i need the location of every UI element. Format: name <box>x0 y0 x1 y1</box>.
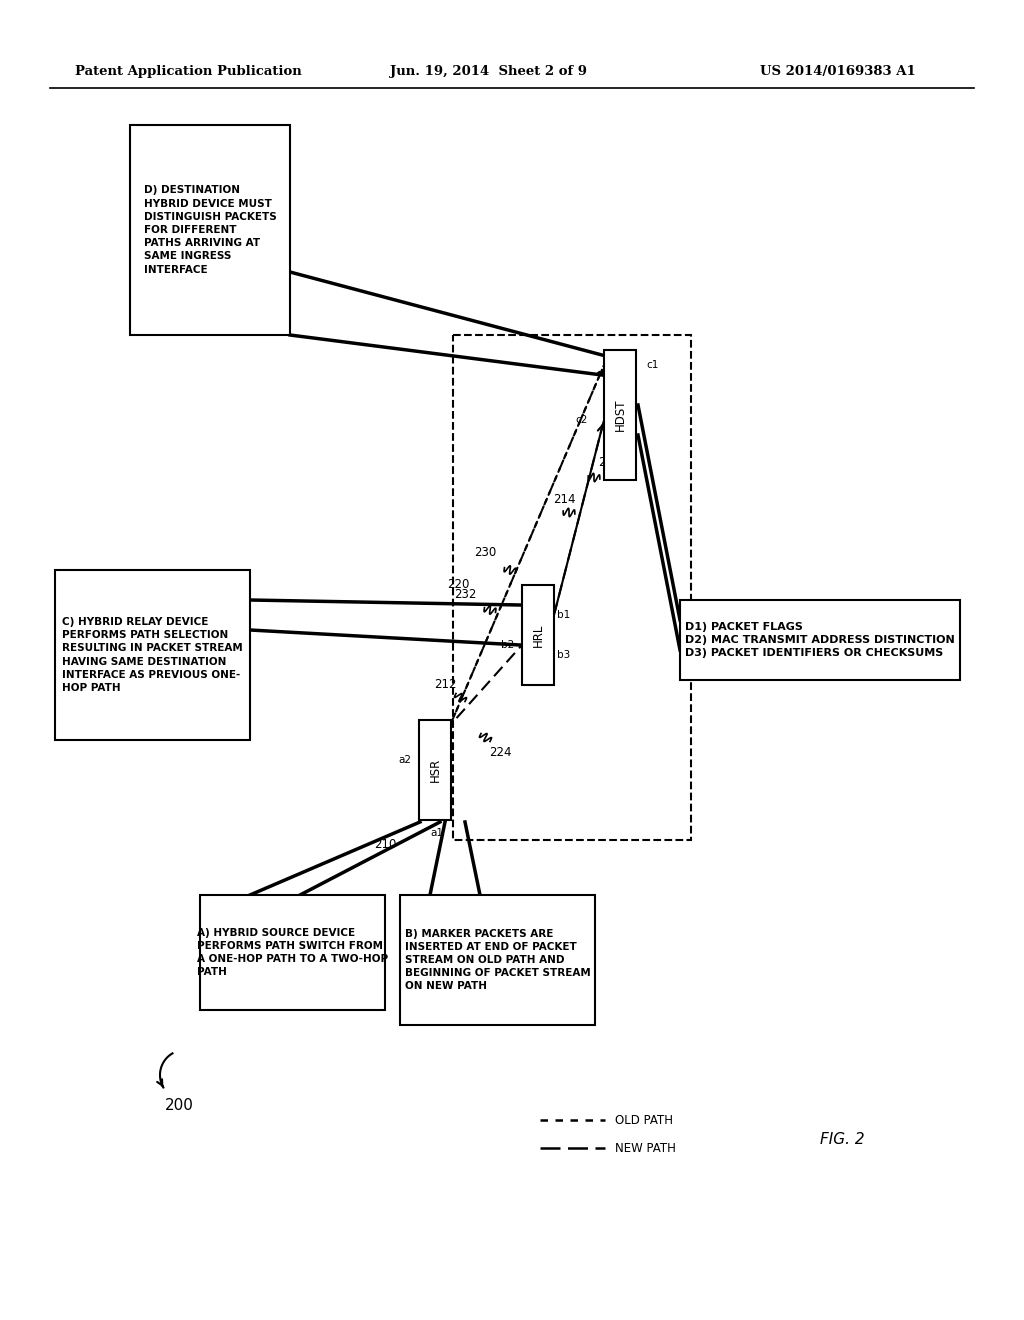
Text: HSR: HSR <box>428 758 441 783</box>
Text: 222: 222 <box>598 455 621 469</box>
Text: a1: a1 <box>430 828 443 838</box>
Text: D1) PACKET FLAGS
D2) MAC TRANSMIT ADDRESS DISTINCTION
D3) PACKET IDENTIFIERS OR : D1) PACKET FLAGS D2) MAC TRANSMIT ADDRES… <box>685 622 954 659</box>
Bar <box>419 719 451 820</box>
Text: FIG. 2: FIG. 2 <box>820 1133 864 1147</box>
Bar <box>604 350 636 480</box>
Text: D) DESTINATION
HYBRID DEVICE MUST
DISTINGUISH PACKETS
FOR DIFFERENT
PATHS ARRIVI: D) DESTINATION HYBRID DEVICE MUST DISTIN… <box>143 185 276 275</box>
Text: 220: 220 <box>446 578 469 591</box>
Text: 224: 224 <box>489 746 512 759</box>
Text: 214: 214 <box>553 492 575 506</box>
Text: 230: 230 <box>474 545 496 558</box>
Text: a2: a2 <box>398 755 412 766</box>
Bar <box>130 125 290 335</box>
Bar <box>400 895 595 1026</box>
Bar <box>200 895 385 1010</box>
Text: C) HYBRID RELAY DEVICE
PERFORMS PATH SELECTION
RESULTING IN PACKET STREAM
HAVING: C) HYBRID RELAY DEVICE PERFORMS PATH SEL… <box>62 616 243 693</box>
Text: Patent Application Publication: Patent Application Publication <box>75 66 302 78</box>
Text: b2: b2 <box>502 640 515 649</box>
Text: HRL: HRL <box>531 623 545 647</box>
Text: OLD PATH: OLD PATH <box>615 1114 673 1126</box>
Bar <box>55 570 250 741</box>
Text: 212: 212 <box>434 678 457 690</box>
Text: 232: 232 <box>454 589 476 602</box>
Bar <box>680 601 961 680</box>
Bar <box>453 335 691 840</box>
Bar <box>522 585 554 685</box>
Text: 200: 200 <box>165 1097 194 1113</box>
Text: 210: 210 <box>374 838 396 851</box>
Text: NEW PATH: NEW PATH <box>615 1142 676 1155</box>
Text: A) HYBRID SOURCE DEVICE
PERFORMS PATH SWITCH FROM
A ONE-HOP PATH TO A TWO-HOP
PA: A) HYBRID SOURCE DEVICE PERFORMS PATH SW… <box>197 928 388 977</box>
Text: HDST: HDST <box>613 399 627 432</box>
Text: Jun. 19, 2014  Sheet 2 of 9: Jun. 19, 2014 Sheet 2 of 9 <box>390 66 587 78</box>
Text: US 2014/0169383 A1: US 2014/0169383 A1 <box>760 66 915 78</box>
Text: c2: c2 <box>575 414 588 425</box>
Text: c1: c1 <box>646 360 658 370</box>
Text: B) MARKER PACKETS ARE
INSERTED AT END OF PACKET
STREAM ON OLD PATH AND
BEGINNING: B) MARKER PACKETS ARE INSERTED AT END OF… <box>404 928 591 991</box>
Text: b1: b1 <box>557 610 570 620</box>
Text: b3: b3 <box>557 649 570 660</box>
